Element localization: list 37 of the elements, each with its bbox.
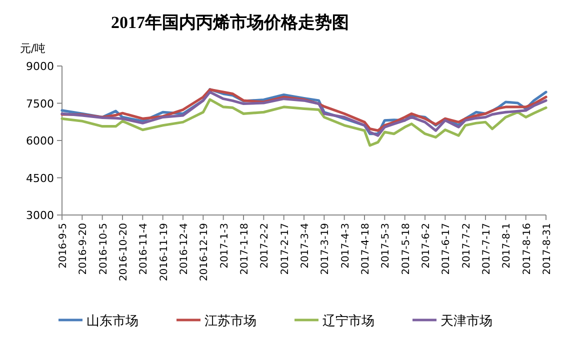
line-series — [60, 98, 548, 147]
x-tick-label: 2017-1-3 — [219, 223, 230, 268]
legend-label: 天津市场 — [440, 314, 492, 329]
y-tick-label: 3000 — [26, 209, 54, 222]
legend-label: 江苏市场 — [204, 314, 256, 329]
x-tick-label: 2016-9-20 — [78, 223, 90, 275]
y-tick-label: 9000 — [26, 60, 54, 73]
x-tick-label: 2017-6-17 — [441, 223, 452, 275]
x-tick-label: 2017-8-16 — [522, 223, 533, 275]
x-tick-label: 2017-7-2 — [461, 223, 472, 268]
legend-label: 辽宁市场 — [322, 313, 374, 329]
y-tick-label: 7500 — [26, 97, 54, 110]
chart-title: 2017年国内丙烯市场价格走势图 — [111, 13, 349, 32]
x-tick-label: 2016-10-20 — [118, 223, 130, 282]
x-tick-label: 2017-3-19 — [320, 223, 332, 275]
x-tick-label: 2016-11-19 — [158, 223, 170, 282]
x-tick-label: 2016-11-4 — [138, 223, 150, 275]
x-tick-label: 2016-10-5 — [98, 223, 110, 275]
y-tick-label: 4500 — [26, 172, 54, 185]
x-tick-label: 2017-6-2 — [421, 223, 432, 268]
x-tick-label: 2017-4-18 — [360, 223, 372, 275]
x-tick-label: 2016-12-4 — [179, 223, 190, 275]
x-tick-label: 2017-8-31 — [542, 223, 553, 275]
x-tick-label: 2017-5-18 — [400, 223, 412, 275]
x-tick-label: 2017-1-18 — [240, 223, 250, 275]
x-tick-label: 2017-4-3 — [340, 223, 352, 268]
legend-label: 山东市场 — [86, 314, 138, 329]
x-tick-label: 2016-12-19 — [199, 223, 210, 282]
x-tick-label: 2017-2-2 — [260, 223, 271, 268]
y-axis-title: 元/吨 — [20, 42, 46, 55]
x-tick-label: 2016-9-5 — [58, 223, 69, 268]
x-tick-label: 2017-5-3 — [380, 223, 392, 268]
y-tick-label: 6000 — [26, 134, 54, 148]
x-tick-label: 2017-7-17 — [482, 223, 492, 275]
x-tick-label: 2017-8-1 — [502, 223, 513, 268]
x-tick-label: 2017-3-4 — [300, 223, 311, 268]
x-tick-label: 2017-2-17 — [280, 223, 291, 275]
